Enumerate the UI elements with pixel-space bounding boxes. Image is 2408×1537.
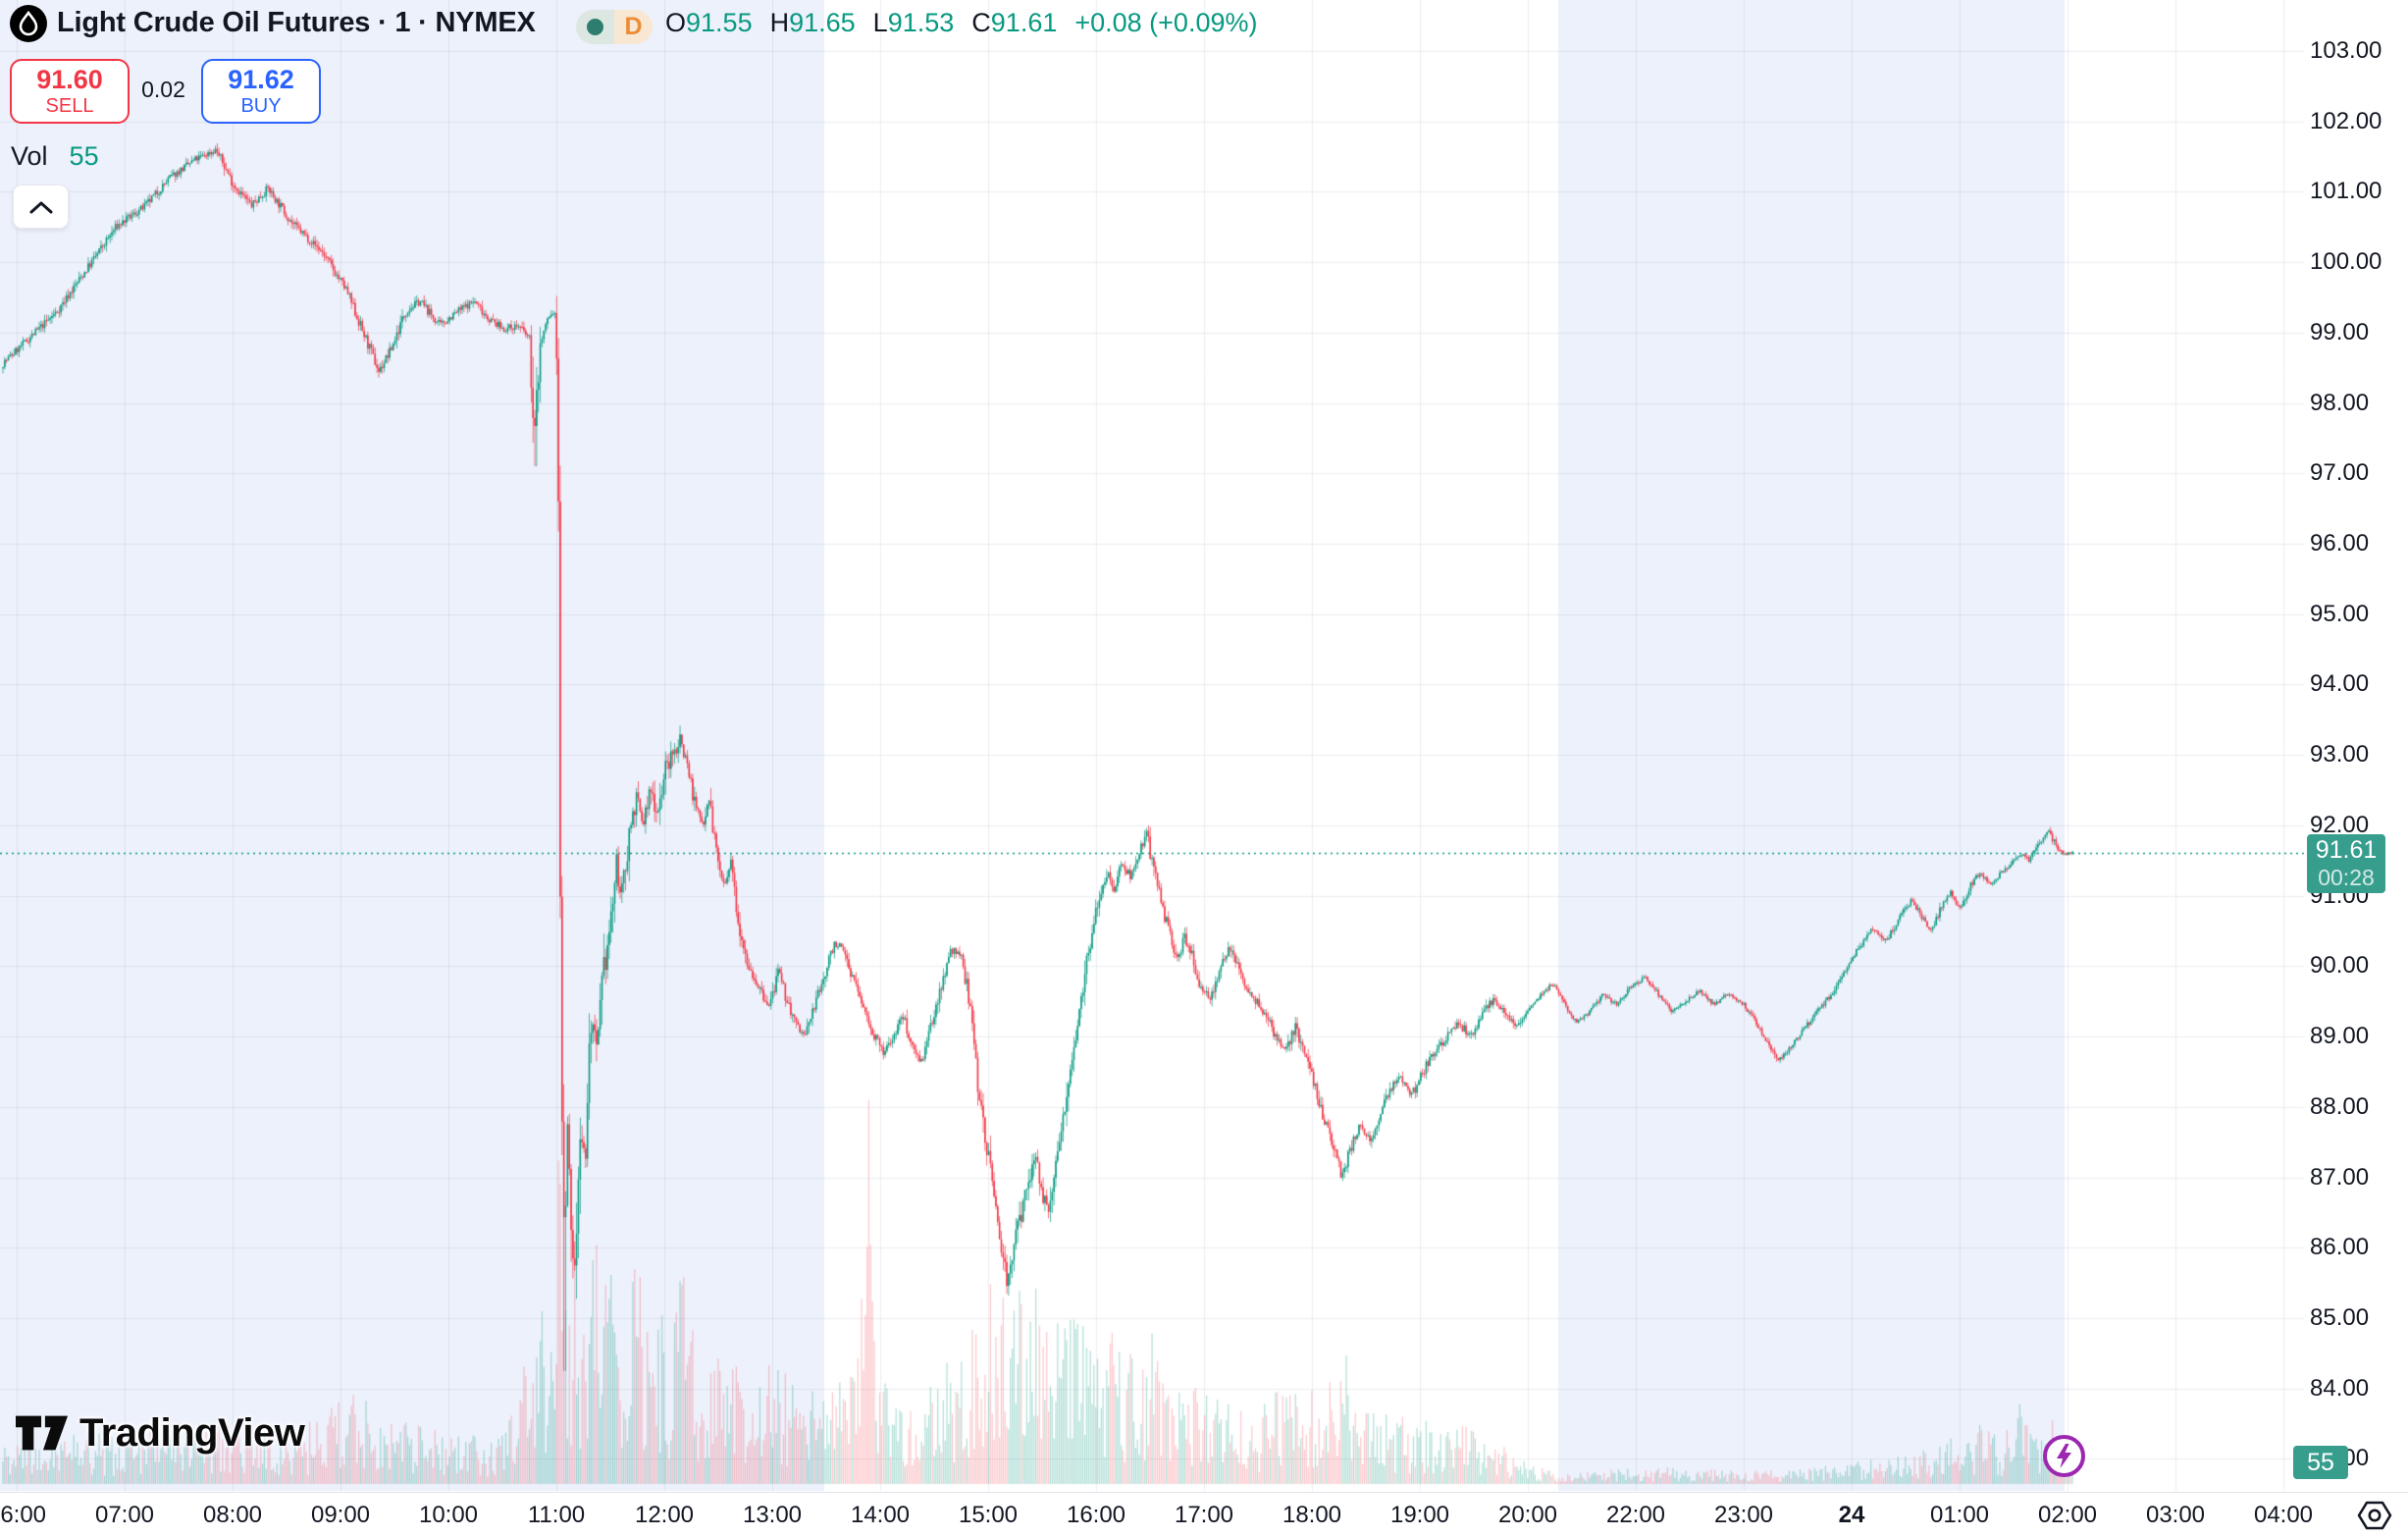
market-status-dot-icon (587, 19, 603, 35)
open-value: 91.55 (686, 8, 753, 37)
time-tick-label: 20:00 (1497, 1502, 1558, 1528)
close-label: C (971, 8, 991, 37)
time-tick-label: 13:00 (742, 1502, 803, 1528)
time-tick-label: 24 (1838, 1502, 1865, 1528)
time-tick-label: 03:00 (2145, 1502, 2206, 1528)
price-tick-label: 84.00 (2310, 1374, 2370, 1402)
instant-order-lightning-button[interactable] (2042, 1434, 2086, 1478)
time-tick-label: 02:00 (2037, 1502, 2098, 1528)
time-axis[interactable]: 06:00 07:00 08:00 09:00 10:00 11:00 12:00 13:00… (0, 1492, 2408, 1537)
time-tick-label: 07:00 (94, 1502, 155, 1528)
price-tick-label: 102.00 (2310, 107, 2382, 134)
time-tick-label: 19:00 (1389, 1502, 1450, 1528)
price-tick-label: 94.00 (2310, 670, 2370, 698)
time-tick-label: 17:00 (1174, 1502, 1234, 1528)
interval-badge-label: D (614, 10, 653, 44)
market-status-dot-wrap (576, 10, 614, 44)
volume-legend: Vol 55 (11, 141, 99, 172)
time-tick-label: 12:00 (634, 1502, 695, 1528)
price-tick-label: 90.00 (2310, 952, 2370, 980)
bar-countdown: 00:28 (2318, 865, 2375, 891)
time-tick-label: 09:00 (310, 1502, 371, 1528)
price-tick-label: 103.00 (2310, 37, 2382, 64)
price-tick-label: 88.00 (2310, 1092, 2370, 1120)
price-tick-label: 89.00 (2310, 1023, 2370, 1050)
price-tick-label: 98.00 (2310, 389, 2370, 416)
buy-button[interactable]: 91.62 BUY (201, 59, 321, 124)
price-tick-label: 96.00 (2310, 530, 2370, 557)
low-value: 91.53 (887, 8, 955, 37)
high-value: 91.65 (789, 8, 856, 37)
time-tick-label: 15:00 (958, 1502, 1019, 1528)
price-tick-label: 92.00 (2310, 811, 2370, 838)
time-tick-label: 16:00 (1066, 1502, 1126, 1528)
current-price-value: 91.61 (2315, 836, 2378, 865)
timezone-settings-button[interactable] (2355, 1499, 2394, 1532)
high-label: H (769, 8, 790, 37)
spread-value: 0.02 (141, 76, 185, 102)
low-label: L (872, 8, 888, 37)
time-tick-label: 14:00 (850, 1502, 911, 1528)
price-tick-label: 95.00 (2310, 600, 2370, 627)
collapse-legend-button[interactable] (13, 185, 69, 229)
time-tick-label: 10:00 (418, 1502, 479, 1528)
symbol-title[interactable]: Light Crude Oil Futures · 1 · NYMEX (57, 7, 536, 38)
time-tick-label: 11:00 (527, 1502, 586, 1528)
interval-badge[interactable]: D (576, 10, 653, 44)
price-tick-label: 93.00 (2310, 741, 2370, 768)
price-tick-label: 99.00 (2310, 318, 2370, 345)
price-tick-label: 100.00 (2310, 248, 2382, 276)
time-tick-label: 04:00 (2253, 1502, 2314, 1528)
sell-label: SELL (45, 94, 94, 117)
volume-legend-label: Vol (11, 141, 48, 171)
ohlc-values: O 91.55 H 91.65 L 91.53 C 91.61 +0.08 (+… (665, 8, 1258, 38)
current-price-badge: 91.61 00:28 (2307, 834, 2385, 893)
price-axis[interactable]: 91.61 00:28 55 103.00 102.00 101.00 100.00 9… (2293, 0, 2408, 1492)
price-tick-label: 86.00 (2310, 1234, 2370, 1261)
symbol-logo-oil-icon (10, 5, 47, 42)
volume-legend-value: 55 (69, 141, 99, 171)
price-tick-label: 97.00 (2310, 459, 2370, 487)
price-tick-label: 101.00 (2310, 178, 2382, 205)
time-tick-label: 01:00 (1929, 1502, 1990, 1528)
time-tick-label: 08:00 (202, 1502, 263, 1528)
hexagon-settings-icon (2357, 1501, 2392, 1530)
time-tick-label: 06:00 (0, 1502, 47, 1528)
buy-price: 91.62 (228, 65, 294, 95)
time-tick-label: 18:00 (1282, 1502, 1342, 1528)
sell-button[interactable]: 91.60 SELL (10, 59, 130, 124)
tradingview-watermark[interactable]: TradingView (16, 1411, 305, 1456)
sell-price: 91.60 (36, 65, 103, 95)
time-tick-label: 22:00 (1605, 1502, 1666, 1528)
lightning-icon (2057, 1444, 2071, 1468)
tradingview-watermark-text: TradingView (79, 1411, 305, 1455)
current-volume-badge: 55 (2293, 1446, 2348, 1479)
time-tick-label: 23:00 (1713, 1502, 1774, 1528)
close-value: 91.61 (990, 8, 1058, 37)
chevron-up-icon (29, 201, 52, 213)
price-tick-label: 85.00 (2310, 1303, 2370, 1331)
open-label: O (665, 8, 687, 37)
price-tick-label: 87.00 (2310, 1163, 2370, 1191)
tradingview-logo-icon (16, 1415, 69, 1450)
change-value: +0.08 (+0.09%) (1074, 8, 1258, 37)
buy-label: BUY (240, 94, 282, 117)
